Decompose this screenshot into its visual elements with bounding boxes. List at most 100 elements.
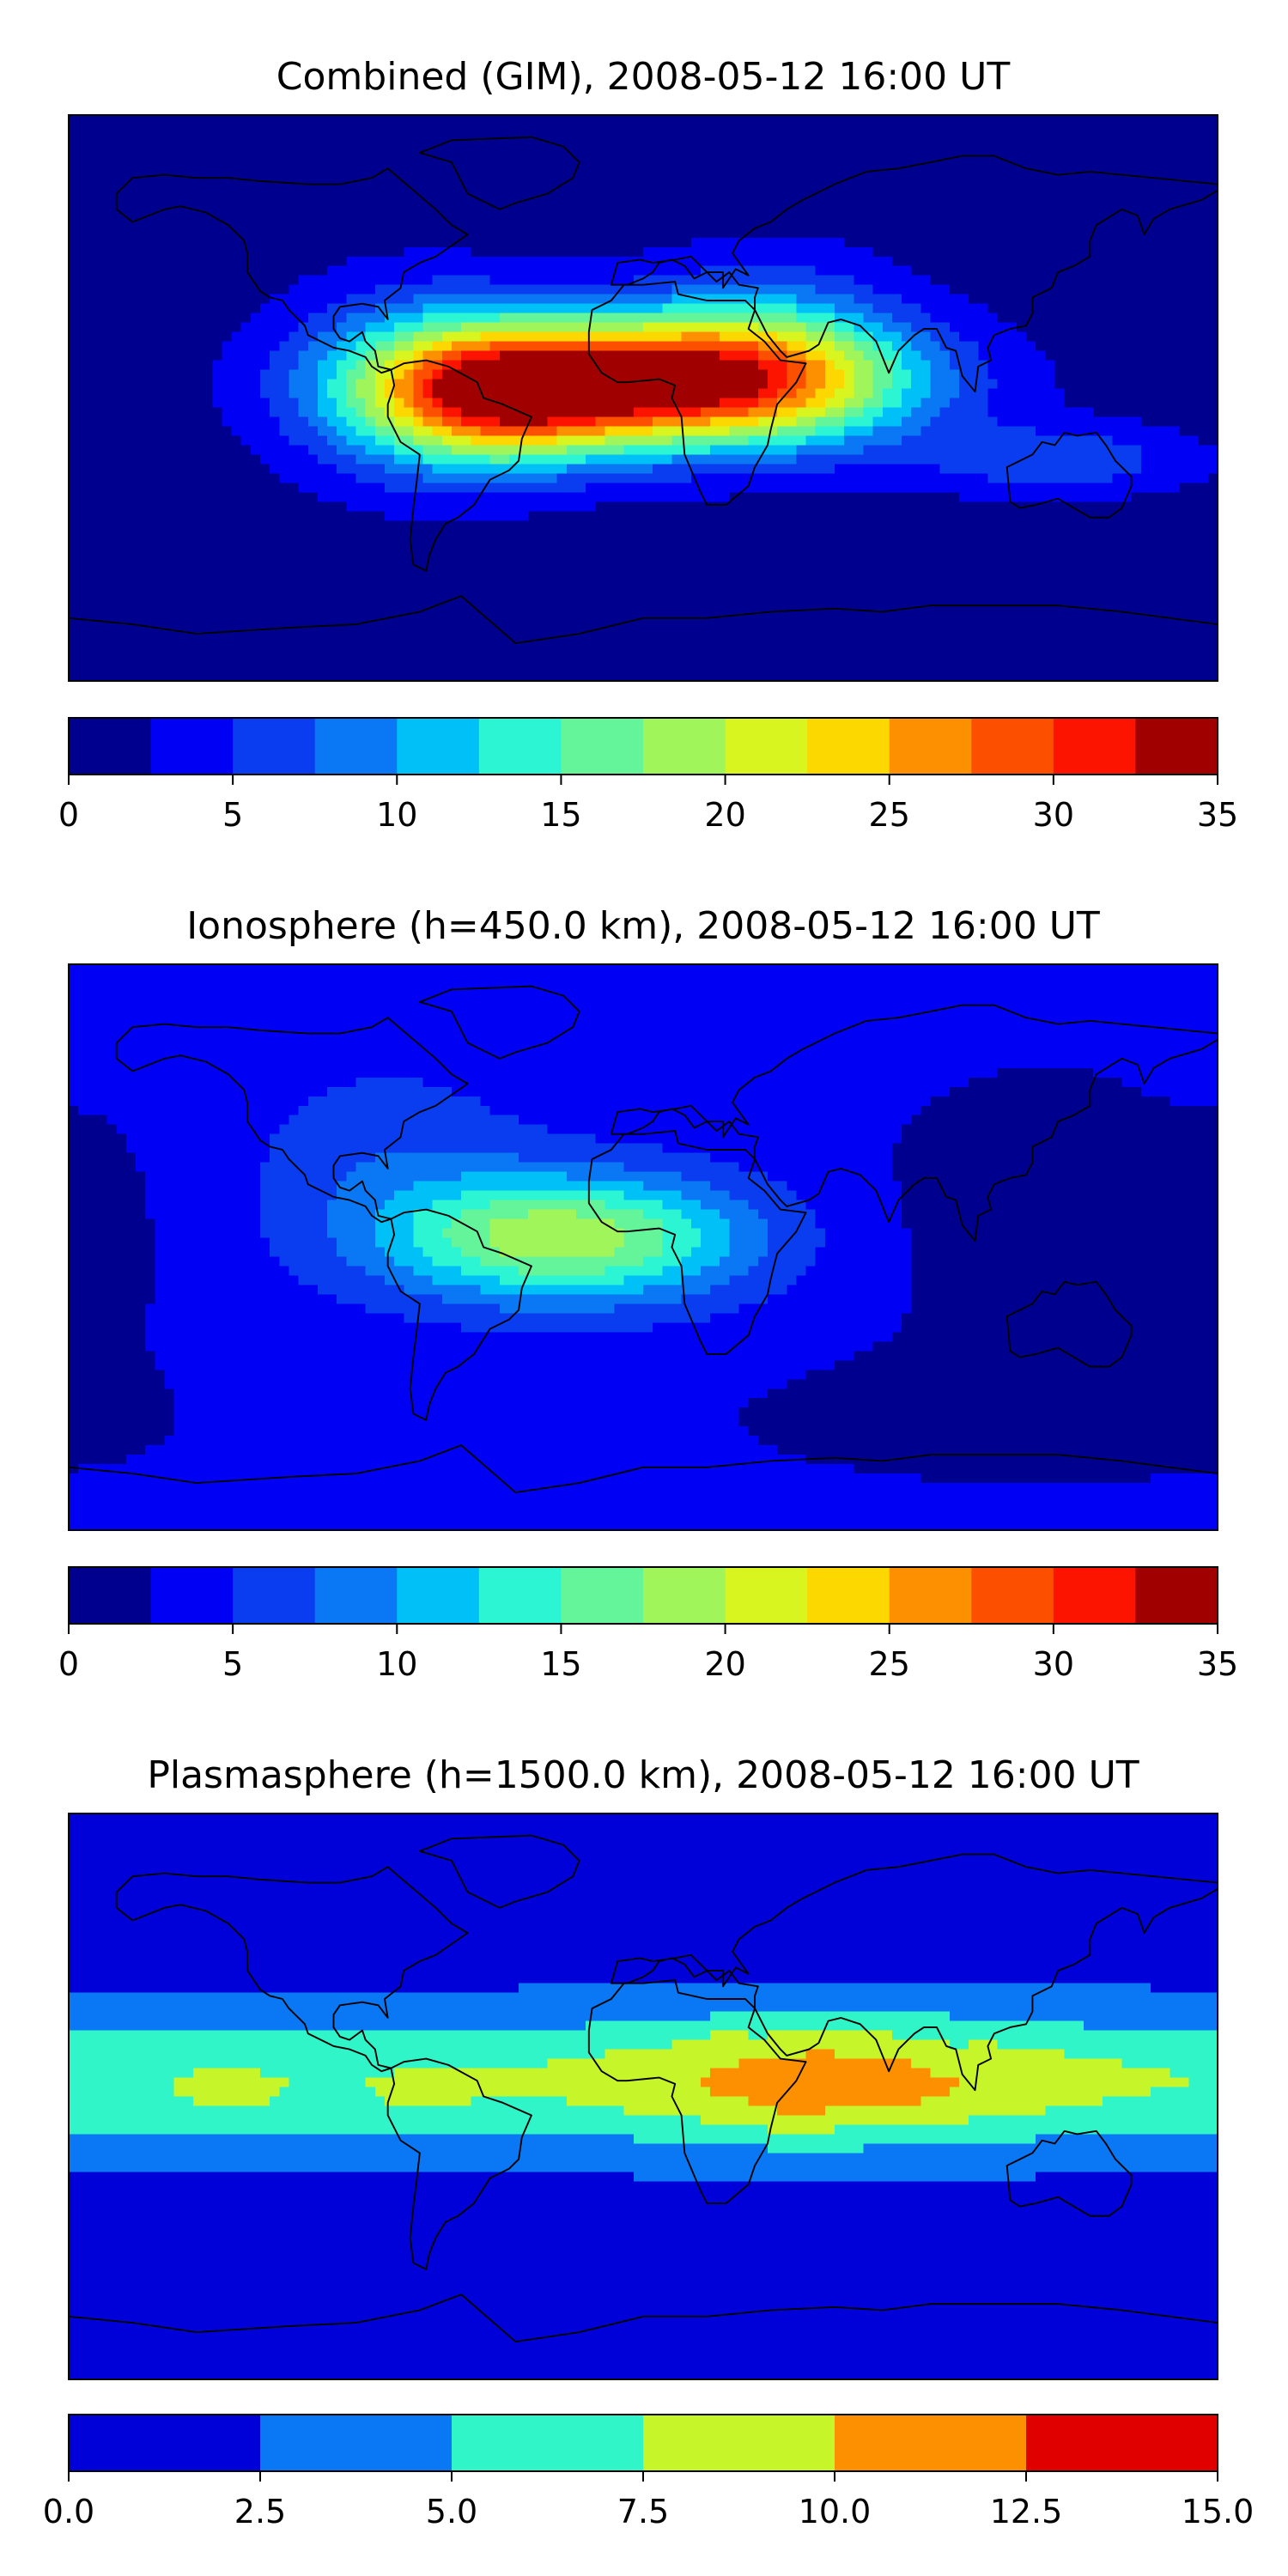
contour-cell — [192, 2096, 270, 2107]
contour-cell — [681, 1294, 769, 1304]
contour-cell — [452, 426, 482, 437]
contour-cell — [796, 313, 835, 324]
contour-cell — [212, 369, 261, 380]
contour-cell — [346, 1171, 462, 1182]
contour-cell — [69, 2275, 1218, 2286]
contour-cell — [289, 379, 319, 390]
contour-cell — [441, 1228, 491, 1239]
contour-cell — [298, 322, 337, 333]
contour-cell — [69, 2228, 1218, 2239]
contour-cell — [145, 1190, 261, 1201]
contour-cell — [930, 313, 999, 324]
contour-cell — [824, 2105, 1046, 2117]
contour-cell — [69, 1190, 146, 1201]
contour-cell — [69, 228, 1218, 239]
contour-cell — [78, 1464, 854, 1474]
contour-cell — [911, 1294, 1218, 1304]
contour-cell — [969, 2039, 999, 2050]
contour-cell — [69, 350, 222, 361]
contour-cell — [69, 388, 213, 399]
contour-cell — [155, 1218, 261, 1230]
contour-cell — [69, 1067, 999, 1078]
contour-cell — [260, 1218, 328, 1230]
contour-cell — [270, 464, 337, 474]
contour-cell — [854, 341, 874, 352]
contour-cell — [69, 1209, 146, 1220]
contour-cell — [1112, 435, 1200, 447]
contour-cell — [710, 1313, 902, 1323]
contour-cell — [145, 1171, 261, 1182]
contour-cell — [337, 1294, 443, 1304]
contour-cell — [1054, 369, 1218, 380]
contour-cell — [872, 379, 893, 390]
contour-cell — [250, 445, 309, 455]
contour-cell — [452, 1086, 951, 1097]
contour-cell — [307, 445, 337, 455]
contour-cell — [125, 1133, 270, 1145]
colorbar-tick-label: 2.5 — [234, 2493, 286, 2530]
contour-cell — [317, 360, 337, 371]
contour-cell — [1016, 322, 1218, 333]
contour-cell — [145, 1303, 367, 1314]
contour-cell — [222, 341, 280, 352]
contour-cell — [432, 464, 568, 474]
contour-cell — [720, 1209, 759, 1220]
contour-cell — [69, 1294, 155, 1304]
contour-cell — [69, 303, 261, 314]
contour-cell — [69, 973, 1218, 984]
colorbar-segment — [1135, 1567, 1218, 1624]
contour-cell — [289, 331, 319, 343]
contour-cell — [835, 341, 854, 352]
contour-cell — [978, 350, 1046, 361]
contour-cell — [902, 1218, 1218, 1230]
contour-cell — [69, 199, 1218, 210]
contour-cell — [623, 1190, 683, 1201]
contour-cell — [796, 303, 835, 314]
contour-cell — [69, 1917, 1218, 1928]
contour-cell — [805, 379, 826, 390]
contour-cell — [872, 426, 921, 437]
contour-cell — [489, 1228, 625, 1239]
colorbar-tick-label: 0 — [58, 1645, 79, 1683]
contour-cell — [404, 1285, 482, 1296]
contour-cell — [441, 435, 471, 447]
contour-cell — [413, 1266, 462, 1277]
contour-cell — [69, 1822, 1218, 1833]
contour-cell — [700, 1266, 750, 1277]
contour-cell — [69, 1048, 1218, 1060]
contour-cell — [69, 2049, 605, 2060]
colorbar-segment — [150, 718, 234, 775]
contour-cell — [911, 407, 941, 418]
contour-cell — [355, 360, 367, 371]
contour-cell — [413, 331, 443, 343]
contour-cell — [930, 379, 960, 390]
contour-cell — [69, 2115, 702, 2126]
contour-cell — [911, 265, 1218, 276]
contour-cell — [815, 1209, 902, 1220]
colorbar-segment — [1053, 1567, 1136, 1624]
contour-cell — [69, 1954, 1218, 1965]
contour-cell — [279, 416, 309, 428]
contour-cell — [337, 426, 357, 437]
contour-cell — [346, 313, 386, 324]
contour-cell — [805, 322, 835, 333]
contour-cell — [69, 1492, 1218, 1503]
contour-cell — [432, 369, 443, 380]
colorbar-tick-label: 35 — [1197, 796, 1238, 834]
contour-cell — [374, 1218, 414, 1230]
contour-cell — [671, 284, 817, 295]
contour-cell — [441, 360, 462, 371]
colorbar-tick-label: 10.0 — [799, 2493, 872, 2530]
contour-cell — [69, 398, 213, 409]
contour-cell — [1093, 407, 1218, 418]
contour-cell — [394, 331, 414, 343]
contour-cell — [863, 398, 884, 409]
contour-cell — [489, 1237, 625, 1249]
contour-cell — [365, 2077, 702, 2088]
contour-cell — [69, 1860, 1218, 1871]
panel-2: Ionosphere (h=450.0 km), 2008-05-12 16:0… — [58, 904, 1238, 1683]
contour-cell — [824, 1228, 912, 1239]
contour-cell — [623, 1275, 683, 1286]
contour-cell — [920, 398, 951, 409]
contour-cell — [413, 426, 434, 437]
